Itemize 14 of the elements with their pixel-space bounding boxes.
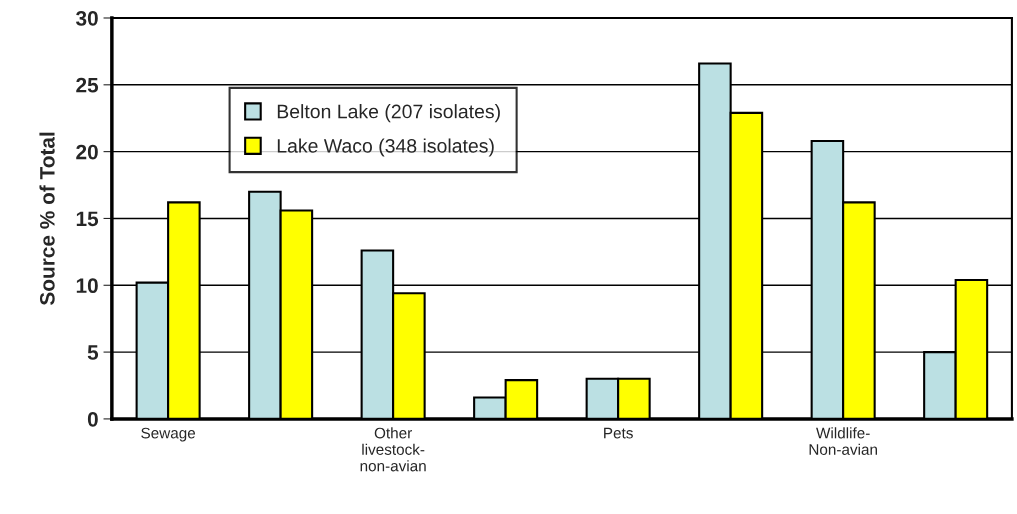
y-tick-label: 10 bbox=[76, 278, 98, 294]
y-tick-label: 30 bbox=[75, 10, 98, 26]
y-tick-label: 5 bbox=[87, 345, 99, 360]
y-tick-label: 25 bbox=[76, 77, 99, 93]
legend-label: Lake Waco (348 isolates) bbox=[277, 138, 494, 157]
x-tick-label: Wildlife- Non-avian bbox=[809, 427, 877, 455]
y-tick-label: 0 bbox=[87, 411, 98, 427]
legend-label: Belton Lake (207 isolates) bbox=[277, 104, 500, 123]
x-tick-label: Sewage bbox=[141, 427, 196, 442]
y-tick-label: 20 bbox=[76, 144, 98, 160]
y-tick-label: 15 bbox=[76, 211, 99, 227]
x-tick-label: Pets bbox=[604, 427, 633, 439]
y-axis-title: Source % of Total bbox=[39, 132, 55, 306]
x-tick-label: Other livestock- non-avian bbox=[360, 427, 426, 472]
